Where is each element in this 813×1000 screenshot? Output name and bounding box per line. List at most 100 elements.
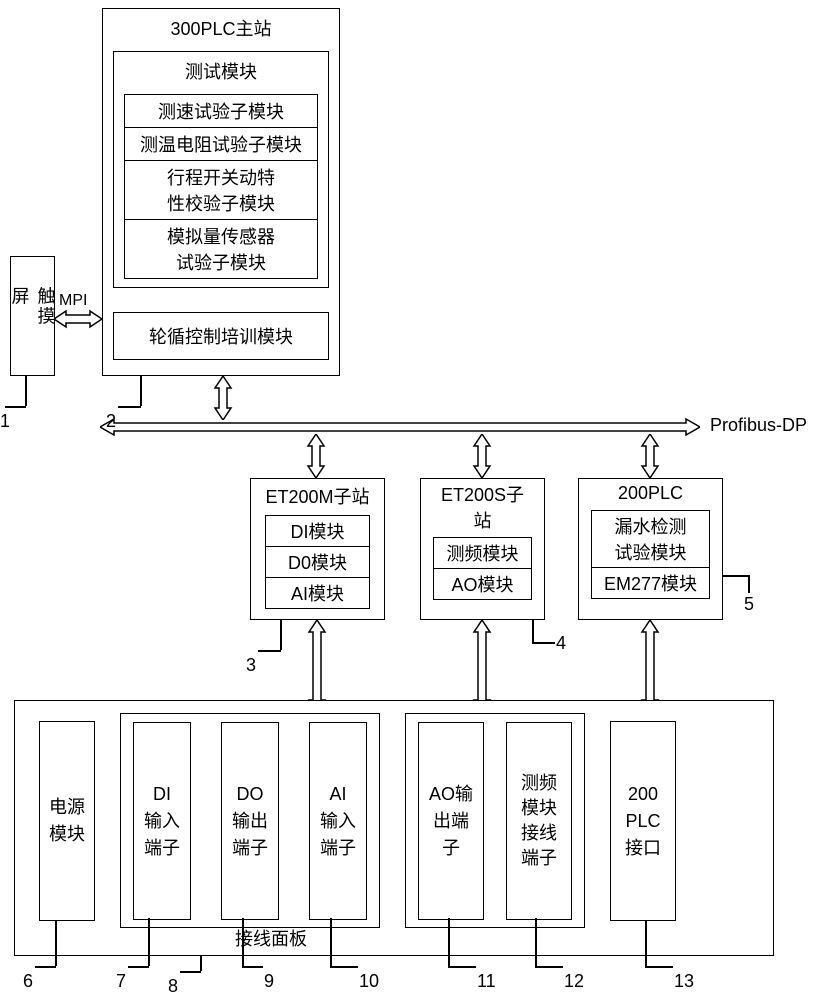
et200s-box: ET200S子 站 测频模块 AO模块 xyxy=(420,478,545,620)
do-l3: 端子 xyxy=(232,835,268,862)
mpi-label: MPI xyxy=(59,292,87,310)
c6-v xyxy=(55,920,57,966)
test-module-title: 测试模块 xyxy=(114,52,328,90)
panel-outer: 电源 模块 DI 输入 端子 DO 输出 端子 AI 输入 端子 xyxy=(14,700,774,956)
num-5: 5 xyxy=(744,594,754,615)
c7-h xyxy=(128,966,149,968)
c11-v xyxy=(448,918,450,966)
c6-h xyxy=(35,966,56,968)
sub4-l2: 试验子模块 xyxy=(125,249,317,275)
c8-v xyxy=(200,956,202,971)
c10-v xyxy=(330,918,332,966)
et200m-box: ET200M子站 DI模块 D0模块 AI模块 xyxy=(250,478,385,620)
c5-h xyxy=(723,575,748,577)
c3-v xyxy=(280,620,282,650)
master-bus-arrow xyxy=(213,376,233,420)
c5-v xyxy=(748,575,750,593)
et200m-ai: AI模块 xyxy=(265,578,370,609)
power-l1: 电源 xyxy=(49,794,85,821)
et200m-di: DI模块 xyxy=(265,515,370,547)
freq-box: 测频 模块 接线 端子 xyxy=(506,722,572,920)
c2-v xyxy=(140,376,142,406)
num-8: 8 xyxy=(168,976,178,997)
c11-h xyxy=(448,966,476,968)
ao-l1: AO输 xyxy=(429,781,473,808)
ao-box: AO输 出端 子 xyxy=(418,722,484,920)
ao-l2: 出端 xyxy=(429,808,473,835)
et200m-panel-arrow xyxy=(307,620,327,712)
freq-l1: 测频 xyxy=(521,771,557,796)
ai-l2: 输入 xyxy=(320,808,356,835)
plc200-leak: 漏水检测 试验模块 xyxy=(591,510,710,568)
c4-v xyxy=(532,620,534,642)
ao-l3: 子 xyxy=(429,835,473,862)
c9-v xyxy=(242,918,244,966)
plc-l3: 接口 xyxy=(625,835,661,862)
plc200-panel-arrow xyxy=(640,620,660,712)
c2-h xyxy=(118,406,141,408)
c9-h xyxy=(242,966,263,968)
et200s-ao: AO模块 xyxy=(433,569,532,600)
di-l3: 端子 xyxy=(144,835,180,862)
c7-v xyxy=(148,918,150,966)
plc200-bus-arrow xyxy=(640,434,660,478)
group1-box: DI 输入 端子 DO 输出 端子 AI 输入 端子 xyxy=(120,713,380,928)
bus-arrow xyxy=(100,417,700,437)
freq-l3: 接线 xyxy=(521,821,557,846)
num-6: 6 xyxy=(23,971,33,992)
sub3-l2: 性校验子模块 xyxy=(125,190,317,216)
plc200-leak-l1: 漏水检测 xyxy=(592,513,709,539)
power-l2: 模块 xyxy=(49,821,85,848)
c4-h xyxy=(532,642,555,644)
et200s-panel-arrow xyxy=(472,620,492,712)
training-module-box: 轮循控制培训模块 xyxy=(113,312,329,360)
plc200-box: 200PLC 漏水检测 试验模块 EM277模块 xyxy=(578,478,723,620)
et200m-bus-arrow xyxy=(306,434,326,478)
c12-v xyxy=(535,918,537,966)
di-box: DI 输入 端子 xyxy=(133,722,191,920)
et200s-title-l1: ET200S子 xyxy=(421,479,544,507)
plc-if-box: 200 PLC 接口 xyxy=(610,721,676,921)
do-box: DO 输出 端子 xyxy=(221,722,279,920)
plc200-em277: EM277模块 xyxy=(591,568,710,599)
num-10: 10 xyxy=(359,971,379,992)
sub3-l1: 行程开关动特 xyxy=(125,164,317,190)
power-box: 电源 模块 xyxy=(39,721,95,921)
num-11: 11 xyxy=(477,971,496,992)
plc-l2: PLC xyxy=(625,808,661,835)
touchscreen-label: 触摸屏 xyxy=(7,287,59,346)
c13-v xyxy=(645,920,647,966)
di-l1: DI xyxy=(144,781,180,808)
di-l2: 输入 xyxy=(144,808,180,835)
et200s-title-l2: 站 xyxy=(421,507,544,535)
c12-h xyxy=(535,966,563,968)
num-1: 1 xyxy=(0,411,10,432)
plc-l1: 200 xyxy=(625,781,661,808)
num-2: 2 xyxy=(106,411,116,432)
do-l1: DO xyxy=(232,781,268,808)
test-module-box: 测试模块 测速试验子模块 测温电阻试验子模块 行程开关动特 性校验子模块 模拟量… xyxy=(113,51,329,288)
et200s-bus-arrow xyxy=(472,434,492,478)
c1-v xyxy=(25,376,27,406)
et200m-title: ET200M子站 xyxy=(251,479,384,513)
num-3: 3 xyxy=(246,655,256,676)
bus-label: Profibus-DP xyxy=(710,415,807,436)
panel-label: 接线面板 xyxy=(235,925,307,951)
c8-h xyxy=(180,971,201,973)
c1-h xyxy=(5,406,26,408)
num-4: 4 xyxy=(556,633,566,654)
num-9: 9 xyxy=(264,971,274,992)
et200m-d0: D0模块 xyxy=(265,547,370,578)
do-l2: 输出 xyxy=(232,808,268,835)
sub2-box: 测温电阻试验子模块 xyxy=(124,128,318,161)
num-7: 7 xyxy=(116,971,126,992)
plc200-leak-l2: 试验模块 xyxy=(592,539,709,565)
c10-h xyxy=(330,966,358,968)
et200s-freq: 测频模块 xyxy=(433,537,532,569)
group2-box: AO输 出端 子 测频 模块 接线 端子 xyxy=(405,713,585,928)
ai-l3: 端子 xyxy=(320,835,356,862)
ai-box: AI 输入 端子 xyxy=(309,722,367,920)
master-box: 300PLC主站 测试模块 测速试验子模块 测温电阻试验子模块 行程开关动特 性… xyxy=(102,8,340,376)
c13-h xyxy=(645,966,673,968)
master-title: 300PLC主站 xyxy=(103,9,339,47)
